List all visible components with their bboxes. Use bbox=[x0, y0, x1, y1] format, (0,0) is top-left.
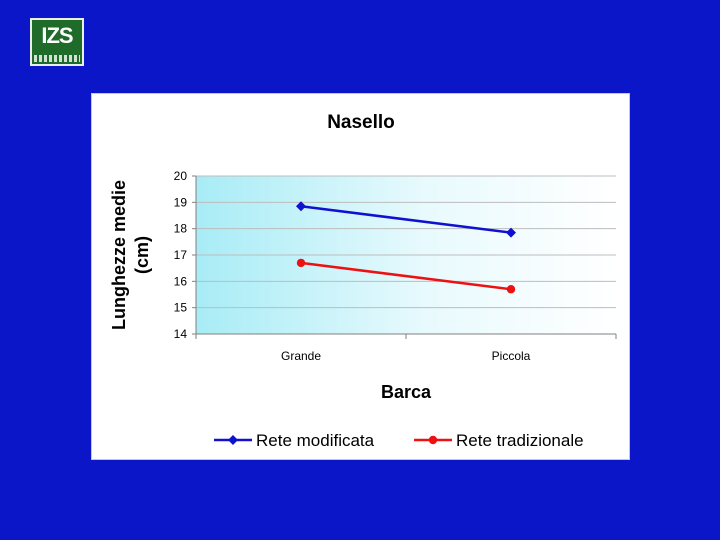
y-tick-label-20: 20 bbox=[174, 169, 188, 183]
point-rete-modificata-grande bbox=[296, 201, 306, 212]
legend-marker-rete-tradizionale bbox=[428, 435, 438, 445]
series-line-rete-tradizionale bbox=[300, 261, 512, 291]
logo-subtext-pattern bbox=[34, 55, 80, 62]
x-axis-title: Barca bbox=[381, 382, 432, 402]
logo: IZS bbox=[30, 18, 84, 66]
y-tick-label-19: 19 bbox=[174, 195, 188, 209]
legend: Rete modificata Rete tradizionale bbox=[214, 431, 584, 450]
legend-label-rete-tradizionale: Rete tradizionale bbox=[456, 431, 584, 450]
logo-text: IZS bbox=[41, 23, 73, 48]
y-tick-label-15: 15 bbox=[174, 301, 188, 315]
legend-label-rete-modificata: Rete modificata bbox=[256, 431, 375, 450]
point-rete-tradizionale-grande bbox=[296, 258, 306, 268]
y-tick-labels: 14 15 16 17 18 19 20 bbox=[174, 169, 196, 341]
series-lines bbox=[300, 205, 512, 291]
point-rete-tradizionale-piccola bbox=[506, 285, 516, 294]
x-tick-label-grande: Grande bbox=[281, 349, 321, 363]
chart-panel: Nasello 14 15 16 17 18 19 20 Grande Piccola Lun… bbox=[91, 93, 630, 460]
series-markers bbox=[296, 201, 516, 294]
y-tick-label-18: 18 bbox=[174, 222, 188, 236]
y-axis-title-line2: (cm) bbox=[132, 236, 152, 274]
y-tick-label-17: 17 bbox=[174, 248, 188, 262]
y-tick-label-14: 14 bbox=[174, 327, 188, 341]
chart-title: Nasello bbox=[327, 112, 395, 133]
legend-marker-rete-modificata bbox=[228, 435, 238, 445]
point-rete-modificata-piccola bbox=[506, 227, 516, 238]
x-tick-label-piccola: Piccola bbox=[492, 349, 531, 363]
y-tick-label-16: 16 bbox=[174, 274, 188, 288]
x-tick-labels: Grande Piccola bbox=[195, 334, 617, 363]
series-line-rete-modificata bbox=[300, 205, 512, 234]
y-axis-title-line1: Lunghezze medie bbox=[109, 180, 129, 330]
line-chart: Nasello 14 15 16 17 18 19 20 Grande Piccola Lun… bbox=[109, 112, 617, 450]
gridlines bbox=[196, 175, 616, 309]
